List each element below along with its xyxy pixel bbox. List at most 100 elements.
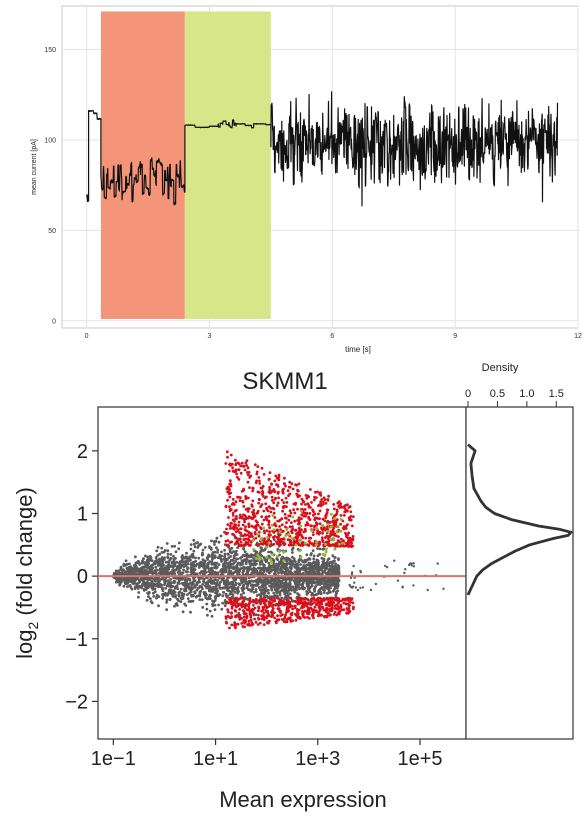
chart2-point-red: [309, 600, 313, 604]
chart2-point-red: [232, 533, 236, 537]
chart2-point-red: [311, 508, 314, 512]
chart2-point-red: [228, 505, 231, 508]
chart2-point-red: [268, 530, 271, 534]
chart2-point-grey: [189, 543, 193, 546]
chart2-point-red: [297, 599, 301, 603]
chart2-point-grey: [155, 560, 159, 564]
chart2-point-grey: [272, 591, 276, 595]
chart2-point-grey: [295, 586, 298, 590]
chart2-point-red: [312, 596, 316, 600]
chart2-point-grey: [322, 547, 326, 551]
chart2-point-grey: [174, 557, 177, 560]
chart2-point-grey: [290, 559, 293, 563]
chart2-point-red: [282, 501, 286, 504]
chart2-point-grey: [299, 558, 303, 562]
chart2-point-grey: [211, 604, 215, 608]
chart2-point-grey: [259, 569, 262, 572]
chart2-point-green: [278, 530, 282, 534]
chart2-point-grey: [138, 569, 141, 573]
chart2-point-grey: [145, 569, 148, 573]
chart2-point-grey: [236, 591, 240, 595]
chart2-point-red: [317, 541, 321, 545]
chart2-point-grey: [117, 569, 120, 573]
chart2-point-red: [315, 496, 318, 499]
chart2-point-grey: [322, 559, 326, 563]
chart2-point-grey: [195, 588, 199, 592]
chart2-point-grey: [251, 562, 255, 566]
chart2-point-green: [267, 541, 271, 545]
chart2-point-grey: [313, 589, 316, 593]
chart2-point-grey: [216, 579, 220, 582]
chart2-point-grey: [126, 572, 130, 576]
chart2-point-grey: [207, 561, 210, 565]
density-panel-label: Density: [482, 362, 519, 374]
chart2-point-grey: [305, 553, 309, 557]
chart2-point-grey: [384, 564, 387, 568]
chart2-point-green: [256, 532, 260, 536]
chart2-point-red: [317, 613, 321, 617]
chart2-point-red: [313, 498, 316, 502]
chart2-point-grey: [217, 563, 221, 566]
chart2-point-grey: [151, 588, 155, 591]
chart2-point-grey: [234, 578, 237, 581]
chart2-point-red: [242, 488, 246, 492]
chart2-point-grey: [285, 562, 289, 566]
chart2-point-grey: [324, 565, 327, 569]
chart2-point-grey: [203, 546, 207, 549]
chart2-point-grey: [215, 565, 219, 569]
chart2-point-red: [324, 501, 328, 505]
chart2-point-grey: [302, 564, 306, 567]
chart2-point-grey: [240, 587, 244, 590]
chart2-point-grey: [284, 583, 288, 586]
chart2-point-red: [294, 618, 298, 622]
chart2-point-grey: [155, 568, 158, 572]
chart2-point-grey: [328, 584, 331, 587]
chart2-point-grey: [213, 554, 217, 558]
chart2-point-red: [243, 468, 247, 472]
chart2-point-red: [313, 512, 317, 516]
chart2-point-red: [326, 498, 330, 502]
chart2-point-green: [333, 547, 337, 551]
chart2-point-grey: [249, 559, 252, 563]
chart2-point-grey: [152, 577, 156, 581]
chart2-point-red: [291, 525, 294, 529]
chart2-point-green: [341, 541, 344, 545]
chart2-point-grey: [275, 581, 278, 585]
chart2-point-red: [342, 514, 346, 517]
chart2-point-red: [234, 470, 238, 473]
chart2-point-grey: [166, 579, 170, 582]
chart1-series-line: [86, 91, 559, 207]
chart2-point-grey: [169, 553, 173, 556]
chart2-point-green: [298, 549, 302, 553]
chart2-point-red: [351, 515, 355, 518]
chart2-point-grey: [401, 585, 404, 588]
chart2-point-grey: [270, 577, 273, 580]
chart2-point-red: [270, 610, 273, 614]
chart2-point-red: [281, 613, 284, 616]
chart2-point-red: [287, 602, 291, 605]
chart2-point-grey: [146, 555, 150, 559]
chart2-point-grey: [299, 563, 303, 566]
chart2-point-grey: [328, 567, 332, 570]
chart2-point-grey: [202, 577, 206, 581]
chart2-point-red: [247, 538, 251, 542]
chart2-title: SKMM1: [242, 368, 327, 395]
chart2-point-red: [288, 525, 292, 529]
chart2-point-grey: [216, 556, 220, 560]
chart2-point-grey: [312, 593, 316, 597]
chart2-point-grey: [351, 585, 355, 588]
chart2-point-grey: [293, 559, 296, 563]
chart1-highlight-region: [184, 11, 271, 319]
chart2-point-red: [319, 493, 322, 496]
chart2-point-grey: [316, 559, 320, 562]
chart2-point-red: [300, 502, 303, 506]
chart2-point-red: [326, 535, 330, 538]
chart2-point-grey: [238, 583, 242, 587]
chart2-point-red: [240, 617, 244, 620]
chart2-point-grey: [145, 598, 149, 602]
chart2-point-grey: [284, 580, 288, 584]
chart2-point-red: [253, 617, 256, 621]
chart2-point-grey: [176, 576, 180, 580]
chart2-point-red: [242, 615, 246, 619]
chart2-point-grey: [290, 572, 294, 575]
